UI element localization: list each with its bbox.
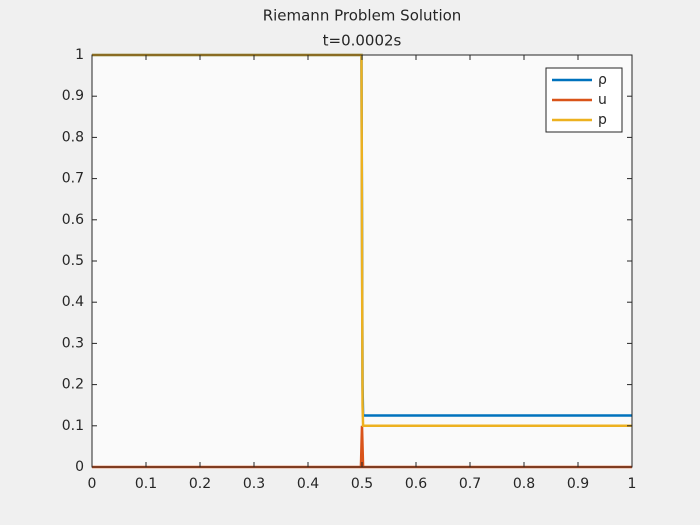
x-tick-label: 0.7 [459, 476, 481, 492]
chart-subtitle: t=0.0002s [323, 32, 402, 50]
x-tick-label: 0.9 [567, 476, 589, 492]
x-tick-label: 0.4 [297, 476, 319, 492]
y-tick-label: 0.9 [62, 88, 84, 104]
x-tick-label: 1 [628, 476, 637, 492]
y-tick-label: 0.8 [62, 129, 84, 145]
y-tick-label: 0.5 [62, 253, 84, 269]
legend-label: p [598, 112, 607, 128]
x-tick-label: 0.3 [243, 476, 265, 492]
x-tick-label: 0.1 [135, 476, 157, 492]
y-tick-label: 0.7 [62, 171, 84, 187]
y-tick-label: 0 [75, 459, 84, 475]
x-tick-label: 0 [88, 476, 97, 492]
y-tick-label: 0.6 [62, 212, 84, 228]
y-tick-label: 0.2 [62, 377, 84, 393]
x-tick-label: 0.8 [513, 476, 535, 492]
y-tick-label: 0.4 [62, 294, 84, 310]
legend-label: ρ [598, 72, 607, 88]
chart-title: Riemann Problem Solution [263, 7, 462, 25]
x-tick-label: 0.5 [351, 476, 373, 492]
x-tick-label: 0.6 [405, 476, 427, 492]
x-tick-label: 0.2 [189, 476, 211, 492]
legend-label: u [598, 92, 607, 108]
y-tick-label: 0.1 [62, 418, 84, 434]
y-tick-label: 1 [75, 47, 84, 63]
y-tick-label: 0.3 [62, 335, 84, 351]
